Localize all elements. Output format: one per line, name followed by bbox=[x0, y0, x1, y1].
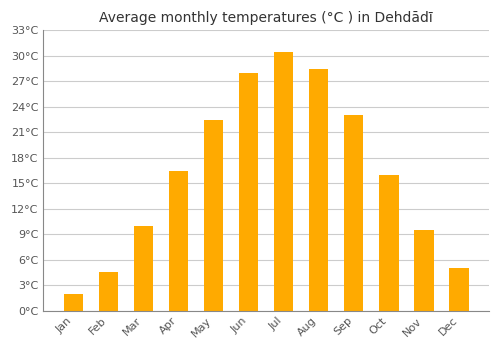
Bar bbox=[134, 226, 153, 310]
Bar bbox=[450, 268, 468, 310]
Bar bbox=[204, 120, 223, 310]
Bar bbox=[414, 230, 434, 310]
Bar bbox=[379, 175, 398, 310]
Title: Average monthly temperatures (°C ) in Dehdādī: Average monthly temperatures (°C ) in De… bbox=[100, 11, 433, 25]
Bar bbox=[169, 170, 188, 310]
Bar bbox=[309, 69, 328, 310]
Bar bbox=[64, 294, 83, 310]
Bar bbox=[274, 52, 293, 310]
Bar bbox=[344, 116, 364, 310]
Bar bbox=[99, 272, 118, 310]
Bar bbox=[239, 73, 258, 310]
